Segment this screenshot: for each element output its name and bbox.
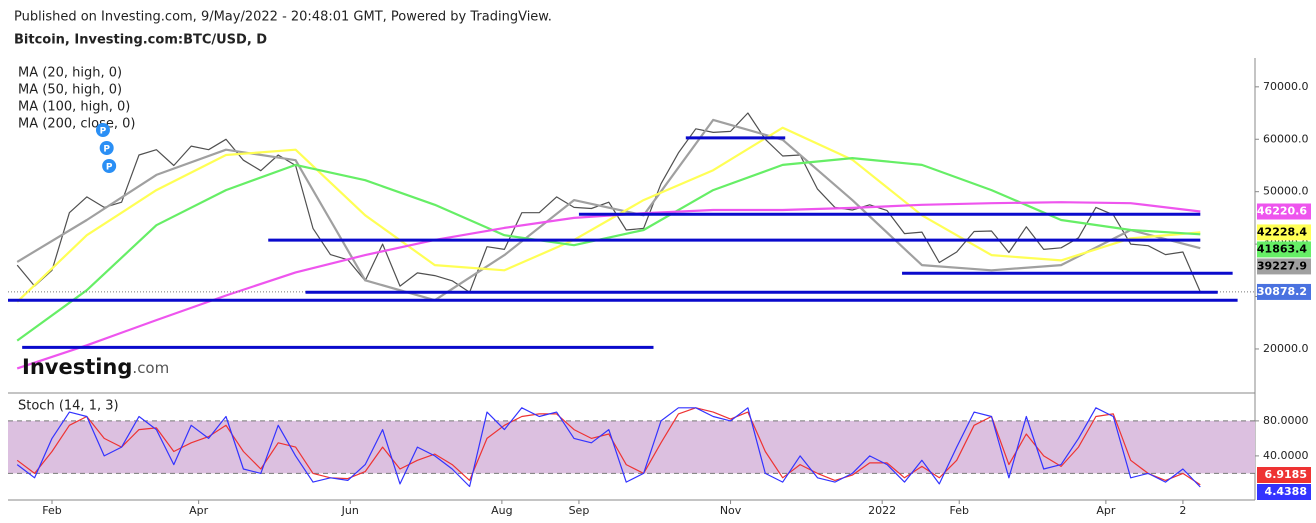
legend-entry: MA (100, high, 0) xyxy=(18,100,130,115)
series-line xyxy=(16,112,1201,293)
event-marker-label: P xyxy=(100,127,107,137)
y-tick-label: 80.0000 xyxy=(1263,414,1309,427)
stoch-pane xyxy=(8,407,1255,488)
last-value-label: 42228.4 xyxy=(1257,225,1307,238)
axes: 70000.060000.050000.040000.030000.020000… xyxy=(42,80,1311,517)
series-line xyxy=(16,157,1201,342)
series-line xyxy=(16,407,1201,488)
event-marker-label: P xyxy=(103,145,110,155)
x-tick-label: Aug xyxy=(491,504,512,517)
last-value-box xyxy=(1257,467,1311,483)
last-value-label: 6.9185 xyxy=(1265,468,1307,481)
last-value-box xyxy=(1257,484,1311,500)
x-tick-label: Feb xyxy=(949,504,968,517)
watermark: Investing.com xyxy=(22,355,169,379)
series-line xyxy=(16,126,1201,303)
last-value-box xyxy=(1257,203,1311,220)
last-value-label: 30878.2 xyxy=(1257,285,1307,298)
y-tick-label: 40.0000 xyxy=(1263,449,1309,462)
last-value-box xyxy=(1257,258,1311,275)
x-tick-label: 2022 xyxy=(868,504,896,517)
last-value-box xyxy=(1257,241,1311,258)
last-value-box xyxy=(1257,283,1311,300)
event-marker xyxy=(102,159,117,173)
last-value-label: 41863.4 xyxy=(1257,242,1307,255)
y-tick-label: 70000.0 xyxy=(1263,80,1309,93)
legend-entry: MA (50, high, 0) xyxy=(18,83,122,98)
symbol-title: Bitcoin, Investing.com:BTC/USD, D xyxy=(14,33,267,48)
series-line xyxy=(16,407,1201,486)
y-tick-label: 20000.0 xyxy=(1263,342,1309,355)
last-value-label: 46220.6 xyxy=(1257,204,1307,217)
legend-entry: MA (20, high, 0) xyxy=(18,66,122,81)
series-line xyxy=(16,118,1201,302)
y-tick-label: 60000.0 xyxy=(1263,132,1309,145)
event-marker-label: P xyxy=(106,163,113,173)
stoch-title: Stoch (14, 1, 3) xyxy=(18,399,119,414)
x-tick-label: Feb xyxy=(42,504,61,517)
y-tick-label: 50000.0 xyxy=(1263,185,1309,198)
x-tick-label: Apr xyxy=(1096,504,1116,517)
x-tick-label: Nov xyxy=(720,504,742,517)
last-value-box xyxy=(1257,224,1311,241)
x-tick-label: Apr xyxy=(189,504,209,517)
x-tick-label: Sep xyxy=(569,504,590,517)
last-value-label: 39227.9 xyxy=(1257,259,1307,272)
event-marker xyxy=(95,123,110,137)
x-tick-label: Jun xyxy=(341,504,359,517)
watermark-suffix: .com xyxy=(132,359,169,377)
price-pane xyxy=(8,112,1255,370)
legend-entry: MA (200, close, 0) xyxy=(18,117,135,132)
published-note: Published on Investing.com, 9/May/2022 -… xyxy=(14,10,552,25)
event-marker xyxy=(99,141,114,155)
last-value-label: 4.4388 xyxy=(1265,485,1307,498)
x-tick-label: 2 xyxy=(1179,504,1186,517)
watermark-brand: Investing xyxy=(22,355,132,379)
